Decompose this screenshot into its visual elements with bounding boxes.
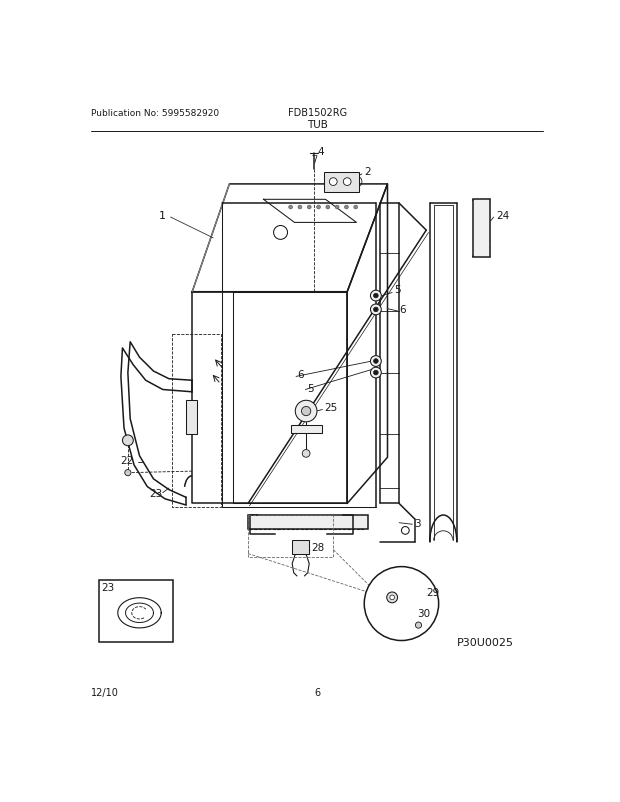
Circle shape: [329, 179, 337, 186]
Bar: [324, 173, 359, 192]
Text: 23: 23: [102, 582, 115, 592]
Text: 6: 6: [315, 687, 321, 697]
Text: Publication No: 5995582920: Publication No: 5995582920: [92, 108, 219, 118]
Text: 6: 6: [298, 370, 304, 379]
Circle shape: [371, 367, 381, 379]
Text: 30: 30: [417, 608, 430, 618]
Text: 29: 29: [427, 587, 440, 597]
Text: 5: 5: [308, 383, 314, 394]
Text: 3: 3: [415, 518, 421, 528]
Circle shape: [373, 308, 378, 312]
Text: 22: 22: [120, 455, 133, 465]
Bar: [248, 516, 368, 529]
Text: FDB1502RG: FDB1502RG: [288, 108, 347, 118]
Circle shape: [373, 371, 378, 375]
Circle shape: [387, 592, 397, 603]
Text: 24: 24: [496, 210, 509, 221]
Circle shape: [298, 206, 302, 209]
Text: 25: 25: [324, 403, 337, 413]
Circle shape: [335, 206, 339, 209]
Text: 4: 4: [317, 147, 324, 156]
Circle shape: [317, 206, 321, 209]
Circle shape: [365, 567, 439, 641]
Text: 28: 28: [312, 543, 325, 553]
Circle shape: [295, 401, 317, 423]
Circle shape: [289, 206, 293, 209]
Text: 2: 2: [365, 167, 371, 176]
Circle shape: [303, 450, 310, 458]
Circle shape: [354, 206, 358, 209]
Circle shape: [345, 206, 348, 209]
Circle shape: [373, 294, 378, 298]
Text: 6: 6: [399, 305, 405, 315]
Bar: [472, 200, 490, 257]
Bar: [292, 541, 309, 555]
Circle shape: [308, 206, 311, 209]
Circle shape: [371, 356, 381, 367]
Circle shape: [123, 435, 133, 446]
Circle shape: [371, 291, 381, 302]
Circle shape: [326, 206, 330, 209]
Text: P30U0025: P30U0025: [458, 638, 514, 647]
Bar: [186, 400, 197, 435]
Bar: [291, 425, 322, 433]
Text: TUB: TUB: [308, 119, 328, 130]
Circle shape: [343, 179, 351, 186]
Circle shape: [415, 622, 422, 629]
Text: 1: 1: [159, 210, 166, 221]
Circle shape: [125, 470, 131, 476]
Bar: [99, 581, 173, 642]
Text: 12/10: 12/10: [92, 687, 119, 697]
Circle shape: [301, 407, 311, 416]
Circle shape: [390, 595, 394, 600]
Circle shape: [373, 359, 378, 364]
Text: 23: 23: [149, 488, 162, 498]
Text: 5: 5: [394, 285, 401, 295]
Circle shape: [371, 305, 381, 315]
